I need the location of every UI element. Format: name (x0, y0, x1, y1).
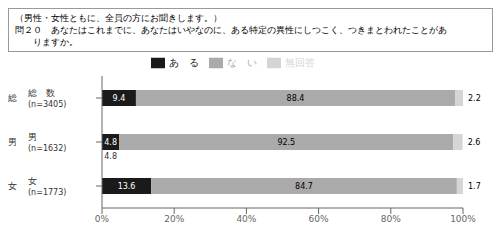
svg-text:2.6: 2.6 (468, 138, 481, 147)
svg-text:4.8: 4.8 (104, 138, 117, 147)
svg-text:総 数: 総 数 (27, 88, 55, 98)
html-text:（男性・女性ともに、全員の方にお聞きします。）: （男性・女性ともに、全員の方にお聞きします。） (15, 13, 222, 23)
svg-text:20%: 20% (164, 214, 184, 224)
html-text:問２０ あなたはこれまでに、あなたはいやなのに、ある特定の異: 問２０ あなたはこれまでに、あなたはいやなのに、ある特定の異性にしつこく、つきま… (15, 25, 447, 35)
svg-text:60%: 60% (309, 214, 329, 224)
html-text:あ る: あ る (168, 57, 199, 68)
svg-text:13.6: 13.6 (118, 182, 136, 191)
svg-text:84.7: 84.7 (295, 182, 313, 191)
svg-text:4.8: 4.8 (104, 152, 117, 161)
svg-text:総: 総 (8, 93, 17, 103)
svg-text:(n=3405): (n=3405) (28, 100, 66, 109)
svg-text:1.7: 1.7 (468, 182, 481, 191)
svg-text:88.4: 88.4 (287, 94, 305, 103)
svg-text:2.2: 2.2 (468, 94, 481, 103)
svg-text:100%: 100% (450, 214, 476, 224)
svg-text:(n=1632): (n=1632) (28, 144, 66, 153)
svg-text:(n=1773): (n=1773) (28, 188, 66, 197)
svg-text:9.4: 9.4 (113, 94, 126, 103)
svg-text:80%: 80% (381, 214, 401, 224)
svg-text:0%: 0% (95, 214, 110, 224)
html-text:りますか。: りますか。 (15, 37, 78, 47)
svg-text:女: 女 (8, 181, 17, 191)
svg-text:女: 女 (28, 176, 37, 186)
svg-text:92.5: 92.5 (277, 138, 295, 147)
html-text:無回答: 無回答 (284, 57, 315, 68)
svg-text:男: 男 (8, 137, 17, 147)
svg-text:40%: 40% (236, 214, 256, 224)
svg-text:男: 男 (28, 132, 37, 142)
html-text:な い: な い (226, 57, 257, 68)
